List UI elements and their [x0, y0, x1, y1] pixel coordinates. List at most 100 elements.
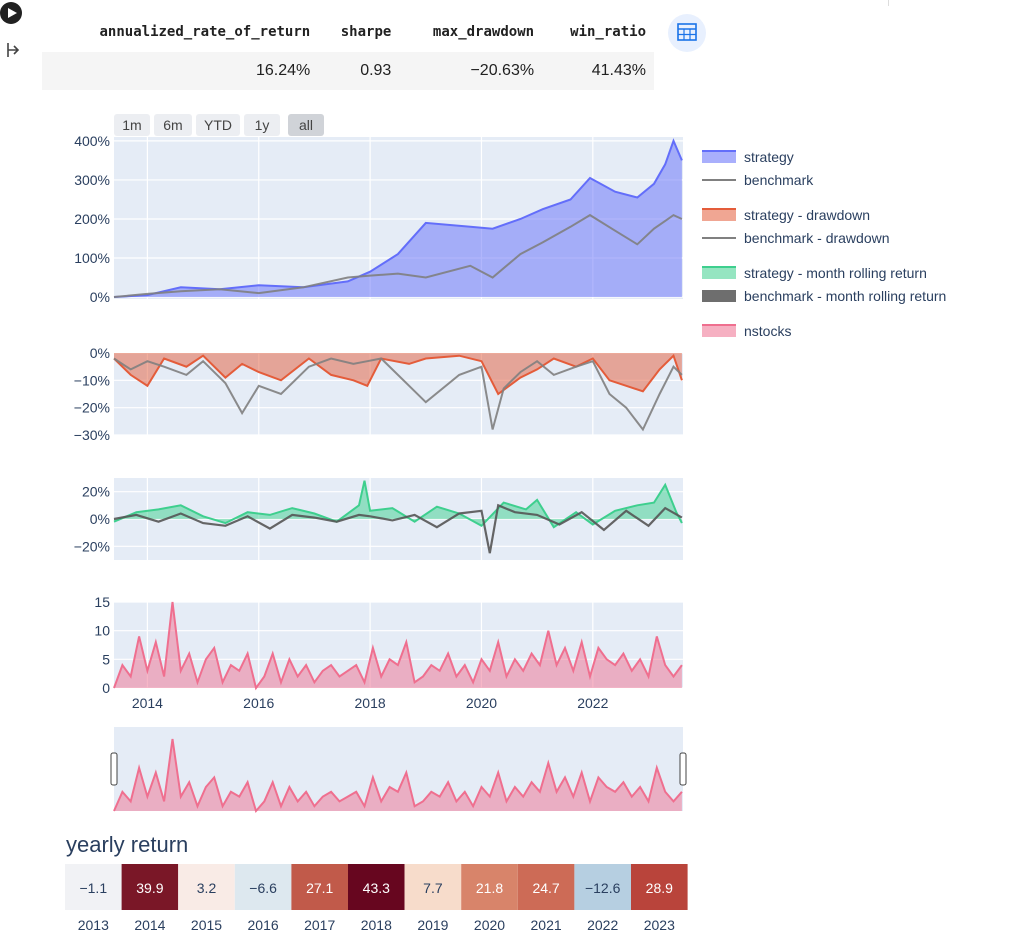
heatmap-cell-2013: −1.1 2013 [65, 864, 122, 933]
heatmap-cell-fill [404, 864, 462, 910]
legend-item-strategy-month-rolling-return[interactable]: strategy - month rolling return [702, 265, 927, 281]
y-tick-label: −20% [74, 538, 110, 554]
x-tick-label: 2020 [466, 695, 497, 711]
y-tick-label: 400% [74, 133, 110, 149]
series-area-strategy [114, 140, 682, 297]
legend-item-strategy-drawdown[interactable]: strategy - drawdown [702, 207, 870, 223]
heatmap-cell-2018: 43.3 2018 [348, 864, 405, 933]
legend-item-nstocks[interactable]: nstocks [702, 323, 791, 339]
y-tick-label: −10% [74, 372, 110, 388]
series-line-benchmark-month-rolling-return [113, 503, 683, 554]
series-line-benchmark-drawdown [113, 357, 683, 432]
legend-swatch [702, 209, 736, 221]
heatmap-cell-2020: 21.8 2020 [461, 864, 518, 933]
heatmap-value: −12.6 [585, 880, 621, 896]
heatmap-value: −1.1 [79, 880, 107, 896]
convert-to-table-button[interactable] [668, 14, 706, 52]
chart-panel-4: 0 5 10 15 2014 2016 2018 2020 2022 [94, 594, 683, 711]
heatmap-cell-fill [291, 864, 348, 910]
y-tick-label: 300% [74, 172, 110, 188]
y-tick-label: −20% [74, 400, 110, 416]
y-tick-label: 100% [74, 250, 110, 266]
legend-label: strategy [744, 149, 794, 165]
legend-item-strategy[interactable]: strategy [702, 149, 794, 165]
range-selector: 1m 6m YTD 1y all [114, 114, 324, 136]
header-annualized-rate-of-return: annualized_rate_of_return [99, 24, 311, 40]
heatmap-year-label: 2021 [531, 917, 562, 933]
header-sharpe: sharpe [340, 24, 392, 40]
heatmap-value: 43.3 [363, 880, 390, 896]
x-tick-label: 2018 [355, 695, 386, 711]
y-tick-label: 0% [90, 289, 110, 305]
range-handle-left[interactable] [110, 752, 118, 786]
performance-chart: 1m 6m YTD 1y all 0% 100% 200% 300% 400% 0% −10% −20… [74, 114, 946, 814]
legend-item-benchmark-month-rolling-return[interactable]: benchmark - month rolling return [702, 288, 946, 304]
heatmap-cell-fill [631, 864, 688, 910]
heatmap-cell-fill [348, 864, 405, 910]
header-max-drawdown: max_drawdown [432, 24, 535, 40]
y-tick-label: 0% [90, 345, 110, 361]
x-tick-label: 2022 [577, 695, 608, 711]
y-tick-label: −30% [74, 427, 110, 443]
heatmap-cell-fill [574, 864, 631, 910]
output-icon [7, 43, 20, 57]
legend-label: strategy - drawdown [744, 207, 870, 223]
metrics-header-row: annualized_rate_of_return sharpe max_dra… [42, 14, 654, 52]
yearly-return-heatmap: −1.1 2013 39.9 2014 3.2 2015 −6.6 2016 27.1 2017 4… [65, 864, 688, 933]
svg-text:1m: 1m [122, 117, 141, 133]
heatmap-value: 39.9 [136, 880, 163, 896]
y-tick-label: 200% [74, 211, 110, 227]
y-tick-label: 5 [102, 651, 110, 667]
heatmap-cell-2019: 7.7 2019 [404, 864, 462, 933]
heatmap-year-label: 2013 [78, 917, 109, 933]
heatmap-year-label: 2022 [587, 917, 618, 933]
range-button-1m[interactable]: 1m [114, 114, 150, 136]
legend-item-benchmark-drawdown[interactable]: benchmark - drawdown [702, 230, 890, 246]
legend-swatch [702, 290, 736, 302]
heatmap-value: 7.7 [423, 880, 443, 896]
table-icon [677, 23, 697, 41]
heatmap-cell-fill [234, 864, 292, 910]
range-button-all[interactable]: all [288, 114, 324, 136]
run-cell-button[interactable] [0, 2, 22, 24]
legend-label: strategy - month rolling return [744, 265, 927, 281]
heatmap-year-label: 2015 [191, 917, 222, 933]
value-annualized-rate-of-return: 16.24% [42, 52, 319, 90]
range-button-ytd[interactable]: YTD [196, 114, 240, 136]
svg-text:6m: 6m [163, 117, 182, 133]
y-tick-label: 10 [94, 623, 110, 639]
series-line-benchmark [113, 213, 683, 298]
series-line-strategy [113, 138, 683, 298]
x-tick-label: 2014 [132, 695, 163, 711]
heatmap-value: 27.1 [306, 880, 333, 896]
legend-swatch [702, 325, 736, 337]
metrics-table: annualized_rate_of_return sharpe max_dra… [42, 14, 654, 90]
legend-label: benchmark [744, 172, 814, 188]
legend-label: nstocks [744, 323, 791, 339]
heatmap-cell-2023: 28.9 2023 [631, 864, 688, 933]
legend-label: benchmark - drawdown [744, 230, 890, 246]
range-button-1y[interactable]: 1y [244, 114, 280, 136]
divider [888, 0, 889, 6]
x-tick-label: 2016 [243, 695, 274, 711]
heatmap-cell-fill [461, 864, 518, 910]
heatmap-year-label: 2018 [361, 917, 392, 933]
legend-swatch [702, 151, 736, 163]
heatmap-cell-2021: 24.7 2021 [517, 864, 575, 933]
legend-item-benchmark[interactable]: benchmark [702, 172, 814, 188]
legend-swatch [702, 267, 736, 279]
series-line-strategy-month-rolling-return [113, 480, 683, 529]
legend: strategy benchmark strategy - drawdown benc… [702, 149, 946, 339]
heatmap-year-label: 2017 [304, 917, 335, 933]
range-button-6m[interactable]: 6m [154, 114, 192, 136]
legend-label: benchmark - month rolling return [744, 288, 946, 304]
y-tick-label: 0 [102, 680, 110, 696]
heatmap-cell-fill [65, 864, 122, 910]
value-win-ratio: 41.43% [542, 52, 654, 90]
chart-panel-1: 0% 100% 200% 300% 400% [74, 133, 683, 305]
range-handle-right[interactable] [679, 752, 687, 786]
range-slider[interactable] [110, 727, 687, 814]
heatmap-year-label: 2023 [644, 917, 675, 933]
heatmap-cell-2014: 39.9 2014 [121, 864, 179, 933]
chart-panel-2: 0% −10% −20% −30% [74, 345, 683, 443]
